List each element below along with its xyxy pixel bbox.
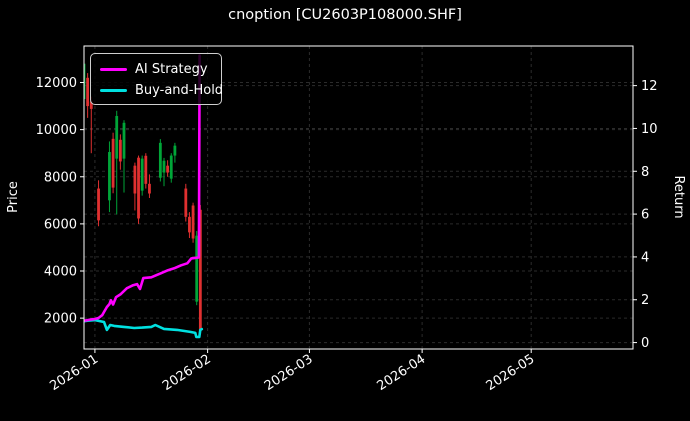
return-tick-label: 12 <box>641 79 658 94</box>
x-tick-label: 2026-03 <box>262 352 316 394</box>
series-group <box>84 54 204 339</box>
return-tick-label: 8 <box>641 165 649 180</box>
candle-body <box>118 139 122 162</box>
price-tick-label: 6000 <box>44 217 77 232</box>
chart-title: cnoption [CU2603P108000.SHF] <box>228 7 462 23</box>
legend-item-buy-and-hold: Buy-and-Hold <box>100 80 224 101</box>
x-tick-label: 2026-01 <box>47 352 101 394</box>
ai-strategy-line-swatch <box>100 68 127 71</box>
price-tick-label: 12000 <box>36 76 77 91</box>
return-axis-label: Return <box>671 175 686 218</box>
candle-body <box>89 101 93 109</box>
price-axis: 2000 4000 6000 8000 10000 12000 Price <box>6 76 84 327</box>
candle-body <box>166 165 170 173</box>
ai-strategy-line <box>84 54 201 323</box>
candle-body <box>162 160 166 173</box>
candle-body <box>198 209 202 330</box>
buy-and-hold-line <box>84 318 204 339</box>
price-axis-label: Price <box>6 181 21 213</box>
candle-body <box>111 138 115 188</box>
candle-body <box>195 235 199 302</box>
return-tick-label: 2 <box>641 293 649 308</box>
candle-body <box>97 188 100 221</box>
legend-item-ai-strategy: AI Strategy <box>100 59 221 80</box>
candle-body <box>115 115 119 159</box>
axes-spines <box>83 45 634 350</box>
candle-body <box>188 216 191 233</box>
x-tick-label: 2026-05 <box>484 352 538 394</box>
candle-body <box>173 145 177 156</box>
x-tick-label: 2026-02 <box>160 352 214 394</box>
candle-body <box>184 188 188 217</box>
x-tick-label: 2026-04 <box>375 352 429 394</box>
return-tick-label: 10 <box>641 122 658 137</box>
price-tick-label: 2000 <box>44 312 77 327</box>
candle-body <box>137 157 140 219</box>
price-tick-label: 4000 <box>44 265 77 280</box>
buy-and-hold-line-swatch <box>100 89 127 92</box>
price-tick-label: 8000 <box>44 170 77 185</box>
candle-body <box>158 142 162 178</box>
candle-body <box>191 205 195 239</box>
candle-body <box>122 122 126 159</box>
return-axis: 0 2 4 6 8 10 12 Return <box>633 79 686 351</box>
legend: AI Strategy Buy-and-Hold <box>90 53 224 105</box>
price-tick-label: 10000 <box>36 123 77 138</box>
candle-body <box>86 77 90 107</box>
candle-body <box>84 63 86 100</box>
candle-body <box>144 155 148 184</box>
return-tick-label: 6 <box>641 208 649 223</box>
candles-group <box>84 58 202 333</box>
candle-body <box>148 183 151 194</box>
x-axis: 2026-01 2026-02 2026-03 2026-04 2026-05 <box>47 349 537 394</box>
legend-label: Buy-and-Hold <box>135 83 224 98</box>
return-tick-label: 4 <box>641 250 649 265</box>
legend-label: AI Strategy <box>135 62 208 77</box>
candle-body <box>169 155 173 179</box>
candle-body <box>140 158 144 191</box>
candle-body <box>108 152 111 201</box>
return-tick-label: 0 <box>641 336 649 351</box>
candle-body <box>133 165 137 194</box>
